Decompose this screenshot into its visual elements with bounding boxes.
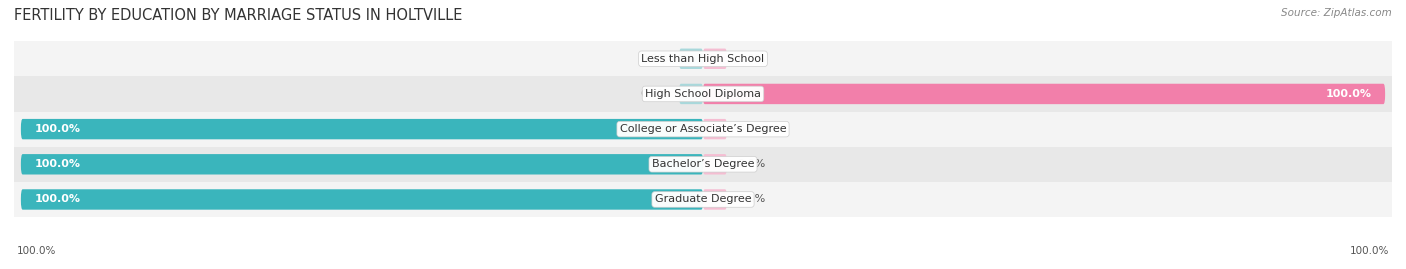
Text: 100.0%: 100.0% <box>35 159 80 169</box>
FancyBboxPatch shape <box>703 49 727 69</box>
FancyBboxPatch shape <box>703 189 727 210</box>
Text: Graduate Degree: Graduate Degree <box>655 194 751 204</box>
FancyBboxPatch shape <box>679 84 703 104</box>
Bar <box>14 147 1392 182</box>
Bar <box>14 182 1392 217</box>
FancyBboxPatch shape <box>21 189 703 210</box>
Bar <box>14 112 1392 147</box>
Text: 0.0%: 0.0% <box>737 54 765 64</box>
Text: 0.0%: 0.0% <box>737 124 765 134</box>
Text: 0.0%: 0.0% <box>641 89 669 99</box>
Bar <box>14 41 1392 76</box>
Text: 0.0%: 0.0% <box>737 159 765 169</box>
FancyBboxPatch shape <box>703 119 727 139</box>
Text: 100.0%: 100.0% <box>1326 89 1371 99</box>
FancyBboxPatch shape <box>21 154 703 175</box>
Text: 100.0%: 100.0% <box>1350 246 1389 256</box>
Text: Less than High School: Less than High School <box>641 54 765 64</box>
Text: Source: ZipAtlas.com: Source: ZipAtlas.com <box>1281 8 1392 18</box>
Text: 0.0%: 0.0% <box>737 194 765 204</box>
FancyBboxPatch shape <box>21 119 703 139</box>
Text: High School Diploma: High School Diploma <box>645 89 761 99</box>
Text: Bachelor’s Degree: Bachelor’s Degree <box>652 159 754 169</box>
Text: 100.0%: 100.0% <box>35 194 80 204</box>
FancyBboxPatch shape <box>703 84 1385 104</box>
FancyBboxPatch shape <box>703 154 727 175</box>
Text: 100.0%: 100.0% <box>17 246 56 256</box>
Text: 0.0%: 0.0% <box>641 54 669 64</box>
FancyBboxPatch shape <box>679 49 703 69</box>
Text: 100.0%: 100.0% <box>35 124 80 134</box>
Text: College or Associate’s Degree: College or Associate’s Degree <box>620 124 786 134</box>
Bar <box>14 76 1392 112</box>
Text: FERTILITY BY EDUCATION BY MARRIAGE STATUS IN HOLTVILLE: FERTILITY BY EDUCATION BY MARRIAGE STATU… <box>14 8 463 23</box>
